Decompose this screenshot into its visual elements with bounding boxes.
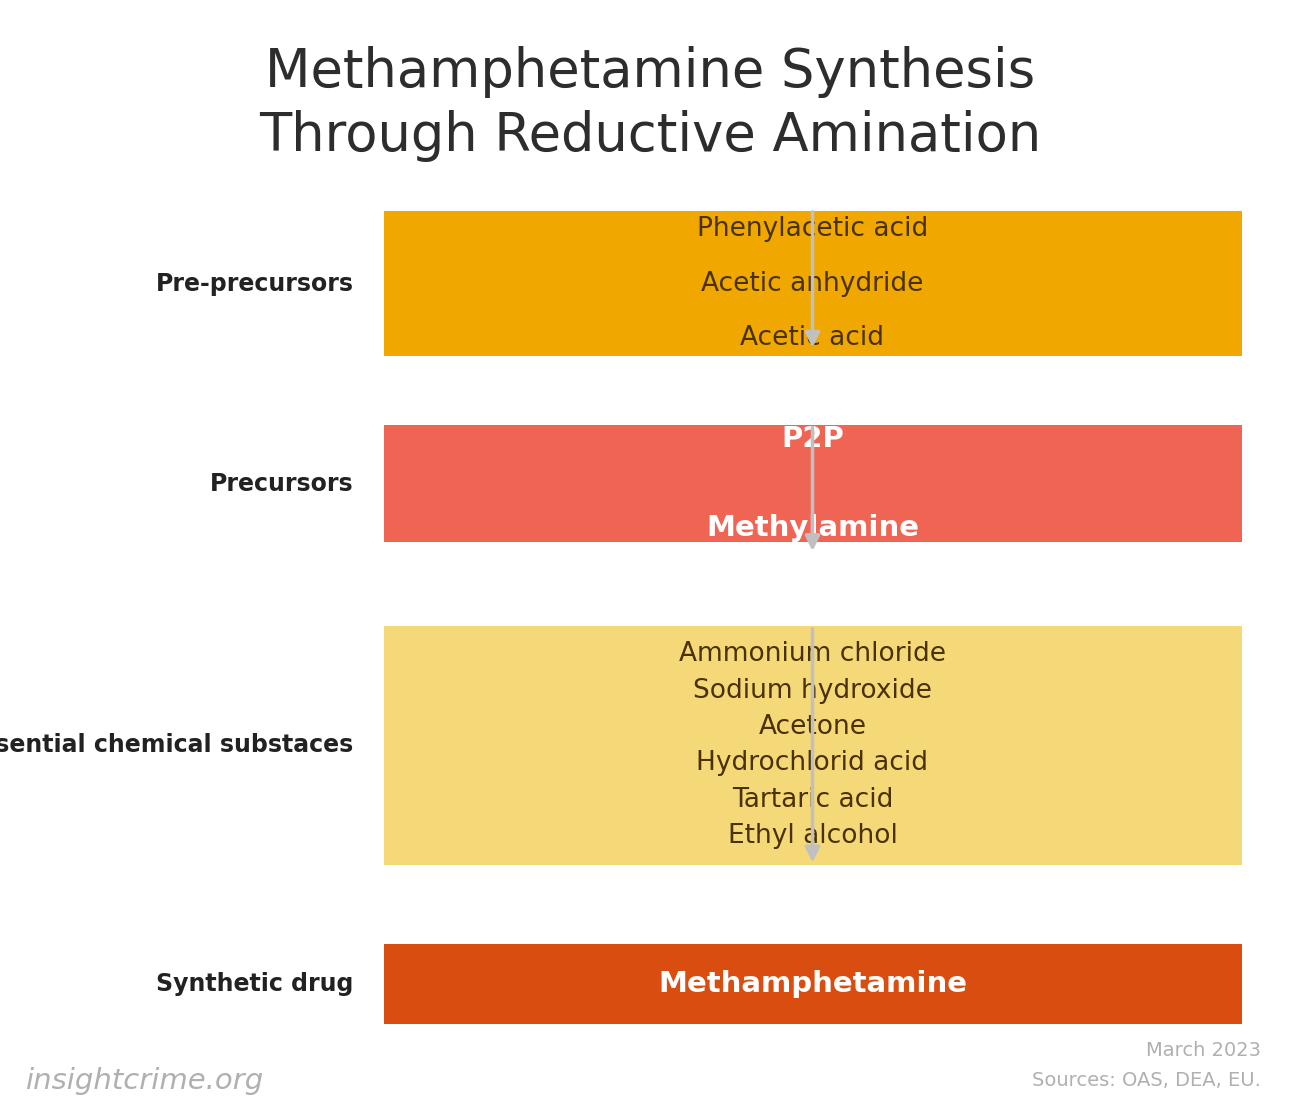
Text: Ethyl alcohol: Ethyl alcohol bbox=[728, 823, 897, 848]
Text: Pre-precursors: Pre-precursors bbox=[156, 271, 354, 296]
Text: Synthetic drug: Synthetic drug bbox=[156, 972, 354, 996]
Text: Sources: OAS, DEA, EU.: Sources: OAS, DEA, EU. bbox=[1032, 1071, 1261, 1091]
Text: Hydrochlorid acid: Hydrochlorid acid bbox=[697, 751, 928, 776]
Bar bbox=[384, 211, 1242, 356]
Text: Precursors: Precursors bbox=[211, 471, 354, 496]
Text: March 2023: March 2023 bbox=[1147, 1041, 1261, 1061]
Bar bbox=[384, 944, 1242, 1024]
Text: P2P: P2P bbox=[781, 426, 844, 454]
Text: Acetic anhydride: Acetic anhydride bbox=[701, 270, 924, 297]
Bar bbox=[384, 625, 1242, 865]
Text: Acetic acid: Acetic acid bbox=[741, 326, 884, 351]
Text: Methylamine: Methylamine bbox=[706, 514, 919, 542]
Text: Sodium hydroxide: Sodium hydroxide bbox=[693, 677, 932, 704]
Text: Tartaric acid: Tartaric acid bbox=[732, 786, 893, 813]
Text: Methamphetamine Synthesis: Methamphetamine Synthesis bbox=[265, 47, 1035, 98]
Text: Acetone: Acetone bbox=[758, 714, 867, 739]
Text: insightcrime.org: insightcrime.org bbox=[26, 1066, 264, 1095]
Text: Methamphetamine: Methamphetamine bbox=[658, 970, 967, 999]
Bar bbox=[384, 425, 1242, 543]
Text: Through Reductive Amination: Through Reductive Amination bbox=[259, 110, 1041, 161]
Text: Essential chemical substaces: Essential chemical substaces bbox=[0, 733, 354, 757]
Text: Phenylacetic acid: Phenylacetic acid bbox=[697, 216, 928, 241]
Text: Ammonium chloride: Ammonium chloride bbox=[679, 642, 946, 667]
